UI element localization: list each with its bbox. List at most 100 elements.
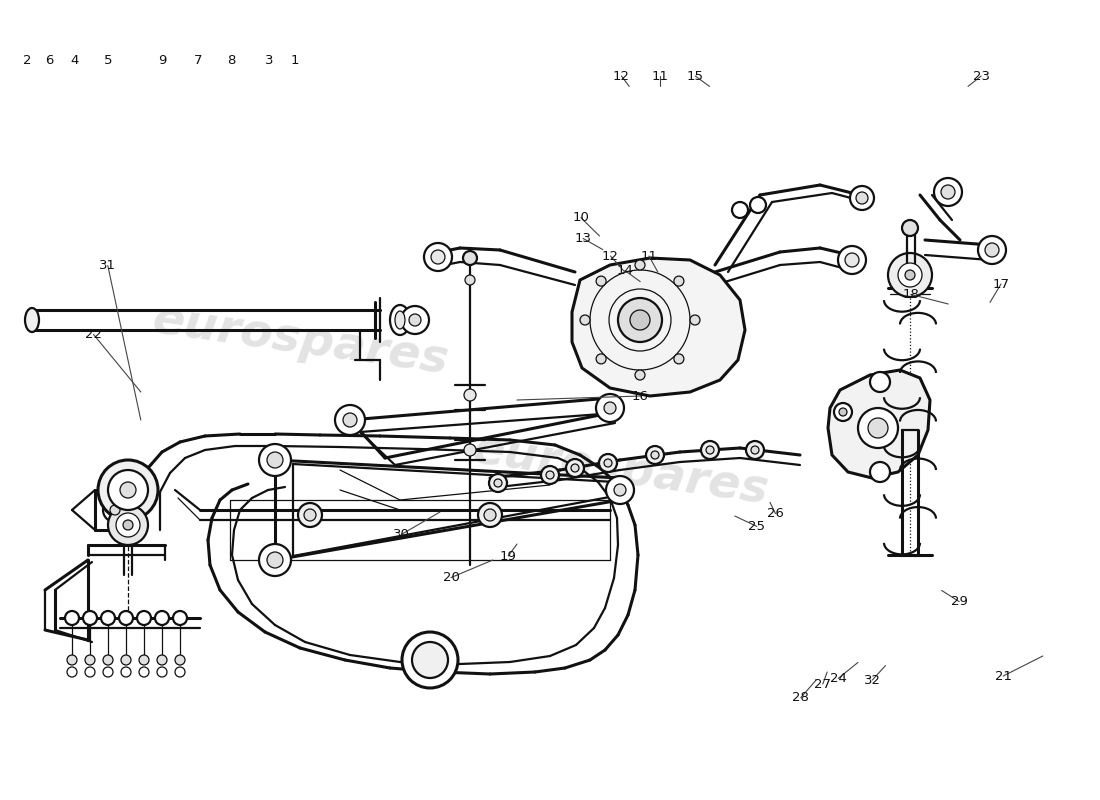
Circle shape [630, 310, 650, 330]
Text: 12: 12 [602, 250, 619, 262]
Text: 15: 15 [686, 70, 704, 82]
Text: 2: 2 [23, 54, 32, 66]
Ellipse shape [25, 308, 39, 332]
Circle shape [870, 462, 890, 482]
Text: 26: 26 [767, 507, 784, 520]
Circle shape [845, 253, 859, 267]
Text: 11: 11 [651, 70, 669, 82]
Polygon shape [572, 258, 745, 396]
Circle shape [940, 185, 955, 199]
Text: 7: 7 [194, 54, 202, 66]
Circle shape [635, 370, 645, 380]
Circle shape [67, 655, 77, 665]
Text: 6: 6 [45, 54, 54, 66]
Circle shape [175, 655, 185, 665]
Circle shape [157, 655, 167, 665]
Circle shape [267, 452, 283, 468]
Circle shape [110, 505, 120, 515]
Circle shape [596, 394, 624, 422]
Text: 18: 18 [902, 288, 920, 301]
Circle shape [402, 632, 458, 688]
Text: 4: 4 [70, 54, 79, 66]
Circle shape [614, 484, 626, 496]
Circle shape [870, 372, 890, 392]
Circle shape [138, 611, 151, 625]
Circle shape [463, 251, 477, 265]
Text: 21: 21 [994, 670, 1012, 682]
Circle shape [604, 459, 612, 467]
Circle shape [155, 611, 169, 625]
Polygon shape [828, 370, 929, 478]
Circle shape [85, 655, 95, 665]
Circle shape [101, 611, 116, 625]
Circle shape [888, 253, 932, 297]
Circle shape [258, 544, 292, 576]
Text: 30: 30 [393, 528, 410, 541]
Text: 5: 5 [103, 54, 112, 66]
Circle shape [732, 202, 748, 218]
Circle shape [596, 276, 606, 286]
Text: 10: 10 [572, 211, 590, 224]
Circle shape [934, 178, 962, 206]
Circle shape [494, 479, 502, 487]
Circle shape [108, 505, 148, 545]
Text: 22: 22 [85, 328, 102, 341]
Circle shape [65, 611, 79, 625]
Circle shape [600, 454, 617, 472]
Circle shape [905, 270, 915, 280]
Circle shape [336, 405, 365, 435]
Text: 19: 19 [499, 550, 517, 562]
Circle shape [746, 441, 764, 459]
Circle shape [103, 655, 113, 665]
Circle shape [751, 446, 759, 454]
Circle shape [478, 503, 502, 527]
Circle shape [431, 250, 446, 264]
Circle shape [674, 354, 684, 364]
Circle shape [541, 466, 559, 484]
Circle shape [120, 482, 136, 498]
Ellipse shape [395, 311, 405, 329]
Circle shape [604, 402, 616, 414]
Circle shape [706, 446, 714, 454]
Circle shape [424, 243, 452, 271]
Circle shape [834, 403, 852, 421]
Circle shape [258, 444, 292, 476]
Circle shape [868, 418, 888, 438]
Text: 24: 24 [829, 672, 847, 685]
Circle shape [750, 197, 766, 213]
Circle shape [566, 459, 584, 477]
Text: eurospares: eurospares [148, 297, 451, 383]
Text: 17: 17 [992, 278, 1010, 290]
Circle shape [850, 186, 875, 210]
Circle shape [464, 389, 476, 401]
Circle shape [121, 655, 131, 665]
Circle shape [490, 474, 507, 492]
Circle shape [984, 243, 999, 257]
Circle shape [858, 408, 898, 448]
Circle shape [546, 471, 554, 479]
Circle shape [103, 498, 127, 522]
Circle shape [839, 408, 847, 416]
Circle shape [646, 446, 664, 464]
Circle shape [651, 451, 659, 459]
Circle shape [464, 444, 476, 456]
Circle shape [409, 314, 421, 326]
Circle shape [343, 413, 358, 427]
Text: 31: 31 [99, 259, 117, 272]
Circle shape [856, 192, 868, 204]
Circle shape [596, 354, 606, 364]
Circle shape [978, 236, 1006, 264]
Text: 25: 25 [748, 520, 766, 533]
Text: 27: 27 [814, 678, 832, 690]
Circle shape [902, 220, 918, 236]
Circle shape [119, 611, 133, 625]
Circle shape [580, 315, 590, 325]
Text: 14: 14 [616, 264, 634, 277]
Circle shape [838, 246, 866, 274]
Circle shape [571, 464, 579, 472]
Circle shape [674, 276, 684, 286]
Circle shape [690, 315, 700, 325]
Circle shape [267, 552, 283, 568]
Circle shape [402, 306, 429, 334]
Text: 1: 1 [290, 54, 299, 66]
